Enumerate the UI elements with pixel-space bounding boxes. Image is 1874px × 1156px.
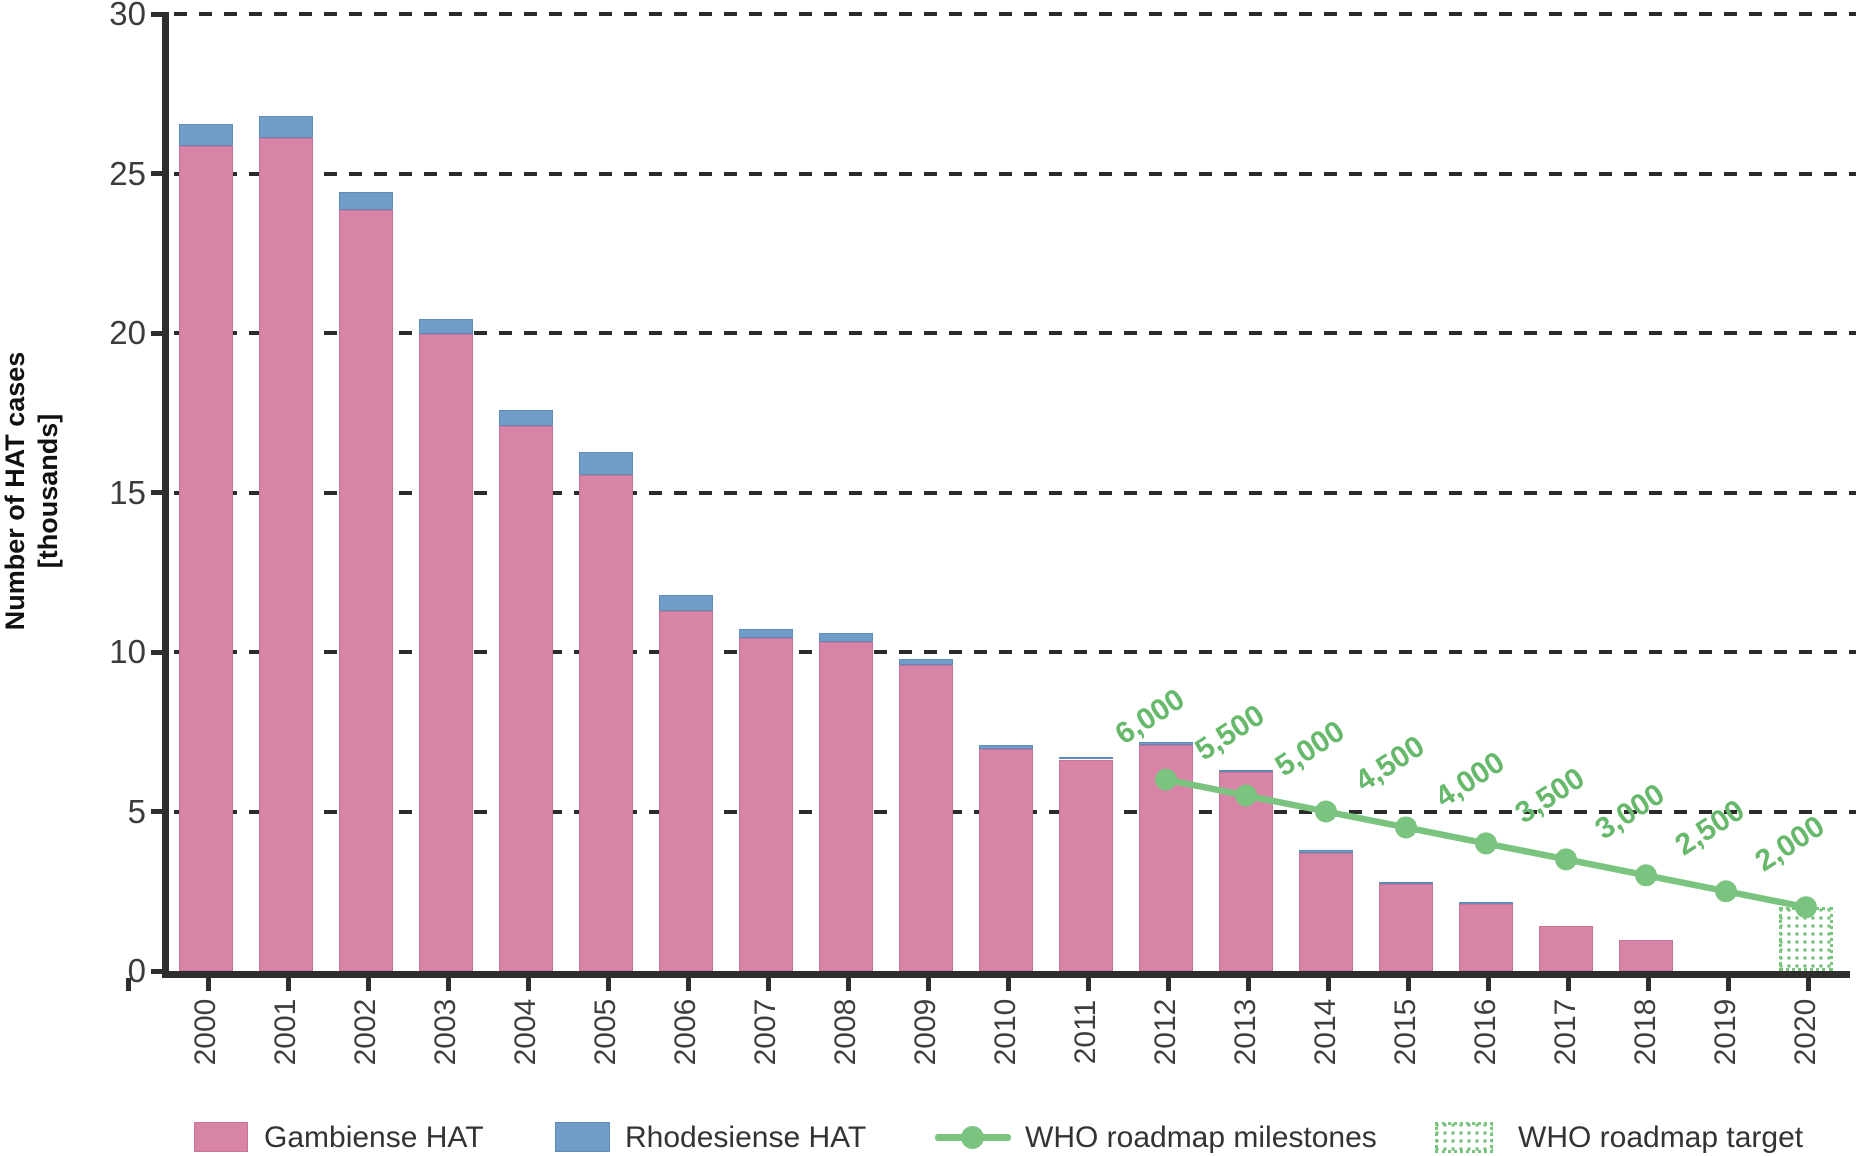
legend-swatch-rhodesiense [555, 1122, 610, 1152]
y-tick-mark [151, 968, 162, 974]
bar-rhodesiense-2015 [1379, 881, 1433, 884]
x-tick-mark [126, 978, 131, 991]
legend-milestones-dot-icon [961, 1126, 984, 1149]
x-tick-mark [766, 978, 771, 991]
y-tick-mark [151, 809, 162, 814]
gridline-25 [174, 171, 1856, 176]
x-tick-mark [1086, 978, 1091, 991]
bar-gambiense-2009 [899, 664, 953, 971]
milestone-point-2016 [1475, 832, 1497, 855]
bar-rhodesiense-2009 [899, 659, 953, 665]
bar-gambiense-2000 [179, 146, 233, 971]
gridline-20 [174, 331, 1856, 335]
bar-rhodesiense-2000 [179, 123, 233, 147]
bar-gambiense-2015 [1379, 883, 1433, 971]
bar-gambiense-2010 [979, 749, 1033, 971]
x-tick-mark [1326, 978, 1331, 991]
bar-gambiense-2018 [1619, 940, 1673, 971]
y-tick-mark [151, 11, 162, 17]
x-tick-mark [1006, 978, 1011, 991]
bar-rhodesiense-2016 [1459, 902, 1513, 904]
y-tick-mark [151, 649, 162, 655]
x-tick-mark [446, 978, 451, 991]
bar-rhodesiense-2004 [499, 410, 553, 427]
x-axis-line [162, 971, 1850, 978]
y-tick-label: 20 [109, 314, 146, 351]
y-tick-mark [151, 490, 162, 495]
gridline-10 [174, 650, 1856, 654]
x-tick-mark [846, 978, 851, 991]
bar-gambiense-2008 [819, 642, 873, 971]
milestone-point-2014 [1315, 800, 1337, 823]
bar-gambiense-2003 [419, 334, 473, 971]
milestone-point-2012 [1155, 768, 1177, 791]
x-tick-mark [206, 978, 211, 991]
milestone-point-2019 [1715, 880, 1737, 903]
legend-label-milestones: WHO roadmap milestones [1025, 1121, 1377, 1154]
bar-gambiense-2001 [259, 138, 313, 971]
gridline-15 [174, 490, 1856, 495]
bar-gambiense-2011 [1059, 759, 1113, 971]
y-tick-mark [151, 330, 162, 336]
legend-label-target: WHO roadmap target [1518, 1121, 1804, 1154]
y-tick-label: 25 [109, 154, 146, 192]
x-tick-mark [926, 978, 931, 991]
y-tick-label: 5 [127, 792, 146, 830]
bar-rhodesiense-2011 [1059, 756, 1113, 760]
legend-label-rhodesiense: Rhodesiense HAT [625, 1121, 867, 1154]
x-tick-mark [286, 978, 291, 991]
bar-gambiense-2016 [1459, 904, 1513, 971]
x-tick-mark [1406, 978, 1411, 991]
y-tick-label: 10 [109, 633, 146, 670]
x-tick-mark [686, 978, 691, 991]
bar-rhodesiense-2006 [659, 595, 713, 611]
x-tick-mark [606, 978, 611, 991]
x-tick-mark [526, 978, 531, 991]
bar-rhodesiense-2013 [1219, 770, 1273, 773]
bar-rhodesiense-2010 [979, 745, 1033, 750]
bar-rhodesiense-2005 [579, 451, 633, 475]
bar-gambiense-2004 [499, 426, 553, 971]
milestone-point-2018 [1635, 864, 1657, 887]
bar-rhodesiense-2008 [819, 633, 873, 643]
bar-gambiense-2002 [339, 209, 393, 971]
legend-label-gambiense: Gambiense HAT [264, 1121, 484, 1154]
y-tick-label: 30 [109, 0, 146, 32]
milestone-point-2013 [1235, 784, 1257, 807]
bar-rhodesiense-2007 [739, 628, 793, 638]
y-axis-line [162, 12, 169, 978]
bar-gambiense-2007 [739, 637, 793, 971]
legend-swatch-target [1435, 1122, 1493, 1153]
legend: Gambiense HAT Rhodesiense HAT WHO roadma… [0, 1110, 1874, 1156]
x-tick-mark [366, 978, 371, 991]
x-tick-mark [1806, 978, 1811, 991]
bar-rhodesiense-2003 [419, 318, 473, 335]
milestone-point-2015 [1395, 816, 1417, 839]
x-tick-mark [1246, 978, 1251, 991]
y-tick-label: 15 [109, 473, 146, 511]
x-tick-mark [1566, 978, 1571, 991]
bar-gambiense-2005 [579, 474, 633, 971]
x-tick-mark [1486, 978, 1491, 991]
bar-rhodesiense-2014 [1299, 850, 1353, 853]
x-tick-mark [1646, 978, 1651, 991]
milestone-point-2020 [1795, 896, 1817, 919]
bar-rhodesiense-2001 [259, 116, 313, 139]
x-tick-mark [1726, 978, 1731, 991]
bar-gambiense-2014 [1299, 852, 1353, 971]
milestone-point-2017 [1555, 848, 1577, 871]
y-tick-label: 0 [127, 952, 146, 989]
bar-gambiense-2006 [659, 610, 713, 971]
bar-rhodesiense-2002 [339, 192, 393, 210]
bar-gambiense-2017 [1539, 925, 1593, 971]
y-tick-mark [151, 171, 162, 176]
bar-rhodesiense-2012 [1139, 741, 1193, 745]
legend-swatch-gambiense [194, 1122, 248, 1152]
x-tick-mark [1166, 978, 1171, 991]
gridline-30 [174, 12, 1856, 16]
